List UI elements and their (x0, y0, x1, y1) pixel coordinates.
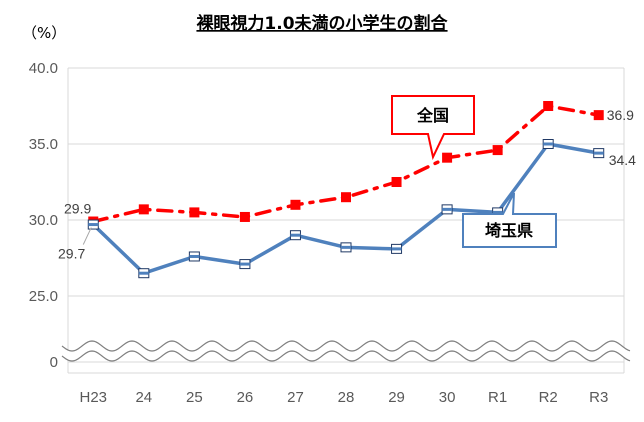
legend-callout-saitama: 埼玉県 (462, 192, 557, 248)
data-point (492, 145, 503, 156)
legend-label-national: 全国 (416, 106, 449, 125)
x-tick-label: R3 (589, 389, 608, 406)
x-tick-label: 26 (237, 389, 254, 406)
series-line (91, 104, 601, 224)
y-tick-label: 35.0 (29, 136, 58, 153)
x-tick-label: 25 (186, 389, 203, 406)
data-point (239, 211, 250, 222)
legend-callout-national: 全国 (391, 95, 475, 161)
data-point (593, 110, 604, 121)
data-point (290, 199, 301, 210)
data-point (341, 192, 351, 203)
unit-label: （%） (22, 24, 66, 42)
x-axis-ticks: H23 24 25 26 27 28 29 30 R1 R2 R3 (80, 389, 609, 406)
x-tick-label: H23 (80, 389, 108, 406)
x-tick-label: 28 (338, 389, 355, 406)
data-point (442, 152, 453, 163)
data-label: 29.9 (64, 201, 91, 217)
y-tick-label: 0 (50, 354, 58, 371)
gridlines (67, 67, 625, 374)
series-line (92, 142, 600, 275)
axis-break-line (61, 340, 631, 352)
data-label: 36.9 (607, 107, 634, 123)
label-leader-line (82, 227, 92, 245)
x-tick-label: R1 (488, 389, 507, 406)
chart-title: 裸眼視力1.0未満の小学生の割合 (196, 13, 448, 34)
axis-break-line (61, 350, 631, 362)
x-tick-label: 24 (135, 389, 152, 406)
data-label: 34.4 (609, 152, 636, 168)
data-point (391, 177, 402, 187)
legend-label-saitama: 埼玉県 (485, 221, 533, 240)
x-tick-label: 29 (388, 389, 405, 406)
x-tick-label: R2 (539, 389, 558, 406)
y-tick-label: 40.0 (29, 60, 58, 77)
y-tick-label: 30.0 (29, 212, 58, 229)
data-labels: 29.9 29.7 36.9 34.4 (58, 107, 636, 261)
data-point (543, 101, 554, 111)
series-saitama (87, 139, 605, 279)
axis-break (61, 340, 631, 362)
axis-break-fill (62, 341, 630, 361)
x-tick-label: 30 (439, 389, 456, 406)
y-tick-label: 25.0 (29, 288, 58, 305)
y-axis-ticks: 40.0 35.0 30.0 25.0 0 (29, 60, 58, 371)
x-tick-label: 27 (287, 389, 304, 406)
data-point (189, 207, 200, 218)
data-label: 29.7 (58, 246, 85, 262)
series-national (88, 101, 604, 227)
data-point (138, 204, 149, 215)
